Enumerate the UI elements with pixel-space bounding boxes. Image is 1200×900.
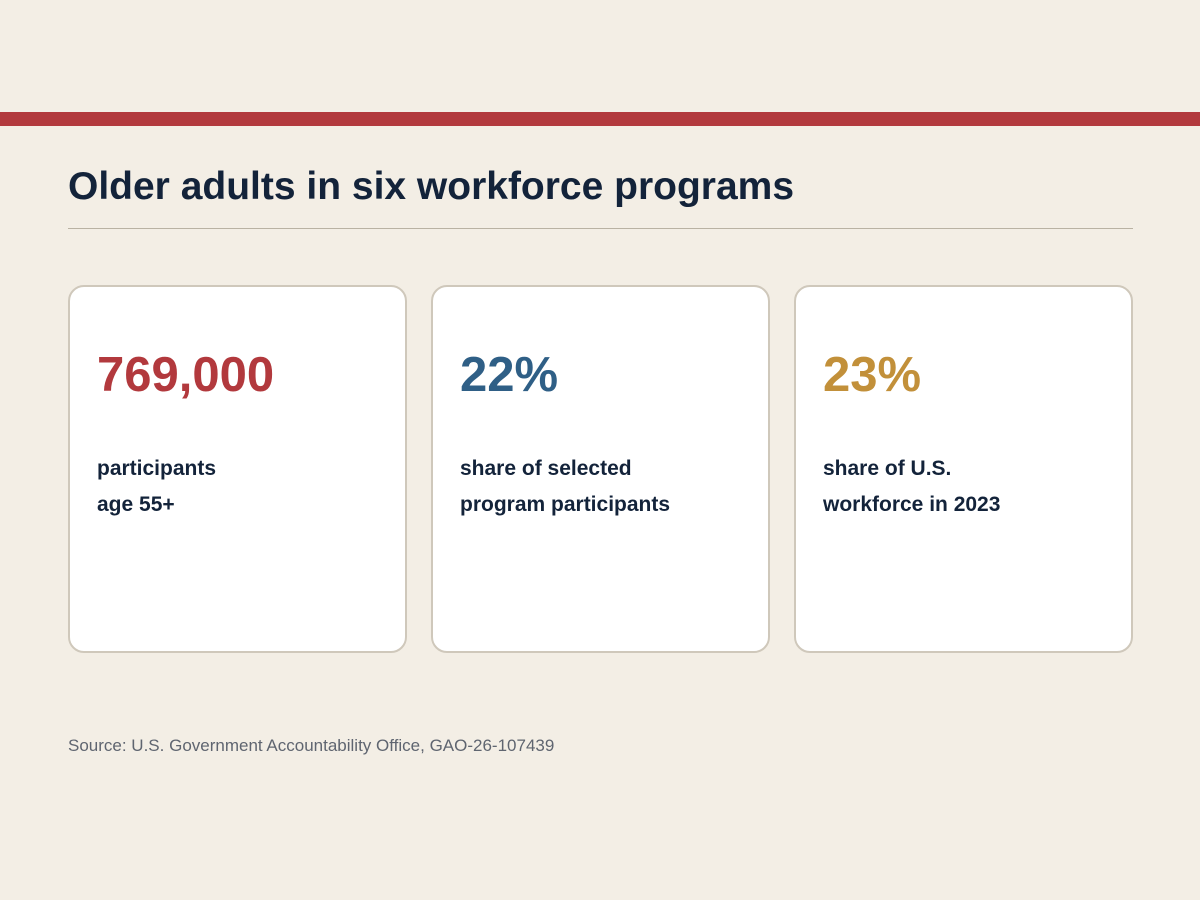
stat-label-line: age 55+ — [97, 493, 175, 516]
stat-cards: 769,000 participants age 55+ 22% share o… — [68, 285, 1133, 653]
stat-label: share of selected program participants — [460, 451, 670, 523]
page-title: Older adults in six workforce programs — [68, 165, 795, 208]
stat-value: 22% — [460, 348, 559, 402]
stat-card-program-share: 22% share of selected program participan… — [431, 285, 770, 653]
stat-label-line: share of U.S. — [823, 457, 952, 480]
accent-bar — [0, 112, 1200, 126]
stat-value: 769,000 — [97, 348, 275, 402]
stat-label: participants age 55+ — [97, 451, 216, 523]
stat-label-line: share of selected — [460, 457, 632, 480]
stat-card-participants: 769,000 participants age 55+ — [68, 285, 407, 653]
stat-card-workforce-share: 23% share of U.S. workforce in 2023 — [794, 285, 1133, 653]
stat-label-line: workforce in 2023 — [823, 493, 1001, 516]
title-divider — [68, 228, 1133, 229]
stat-label-line: program participants — [460, 493, 671, 516]
source-note: Source: U.S. Government Accountability O… — [68, 736, 555, 755]
stat-label-line: participants — [97, 457, 217, 480]
stat-label: share of U.S. workforce in 2023 — [823, 451, 1000, 523]
stat-value: 23% — [823, 348, 922, 402]
